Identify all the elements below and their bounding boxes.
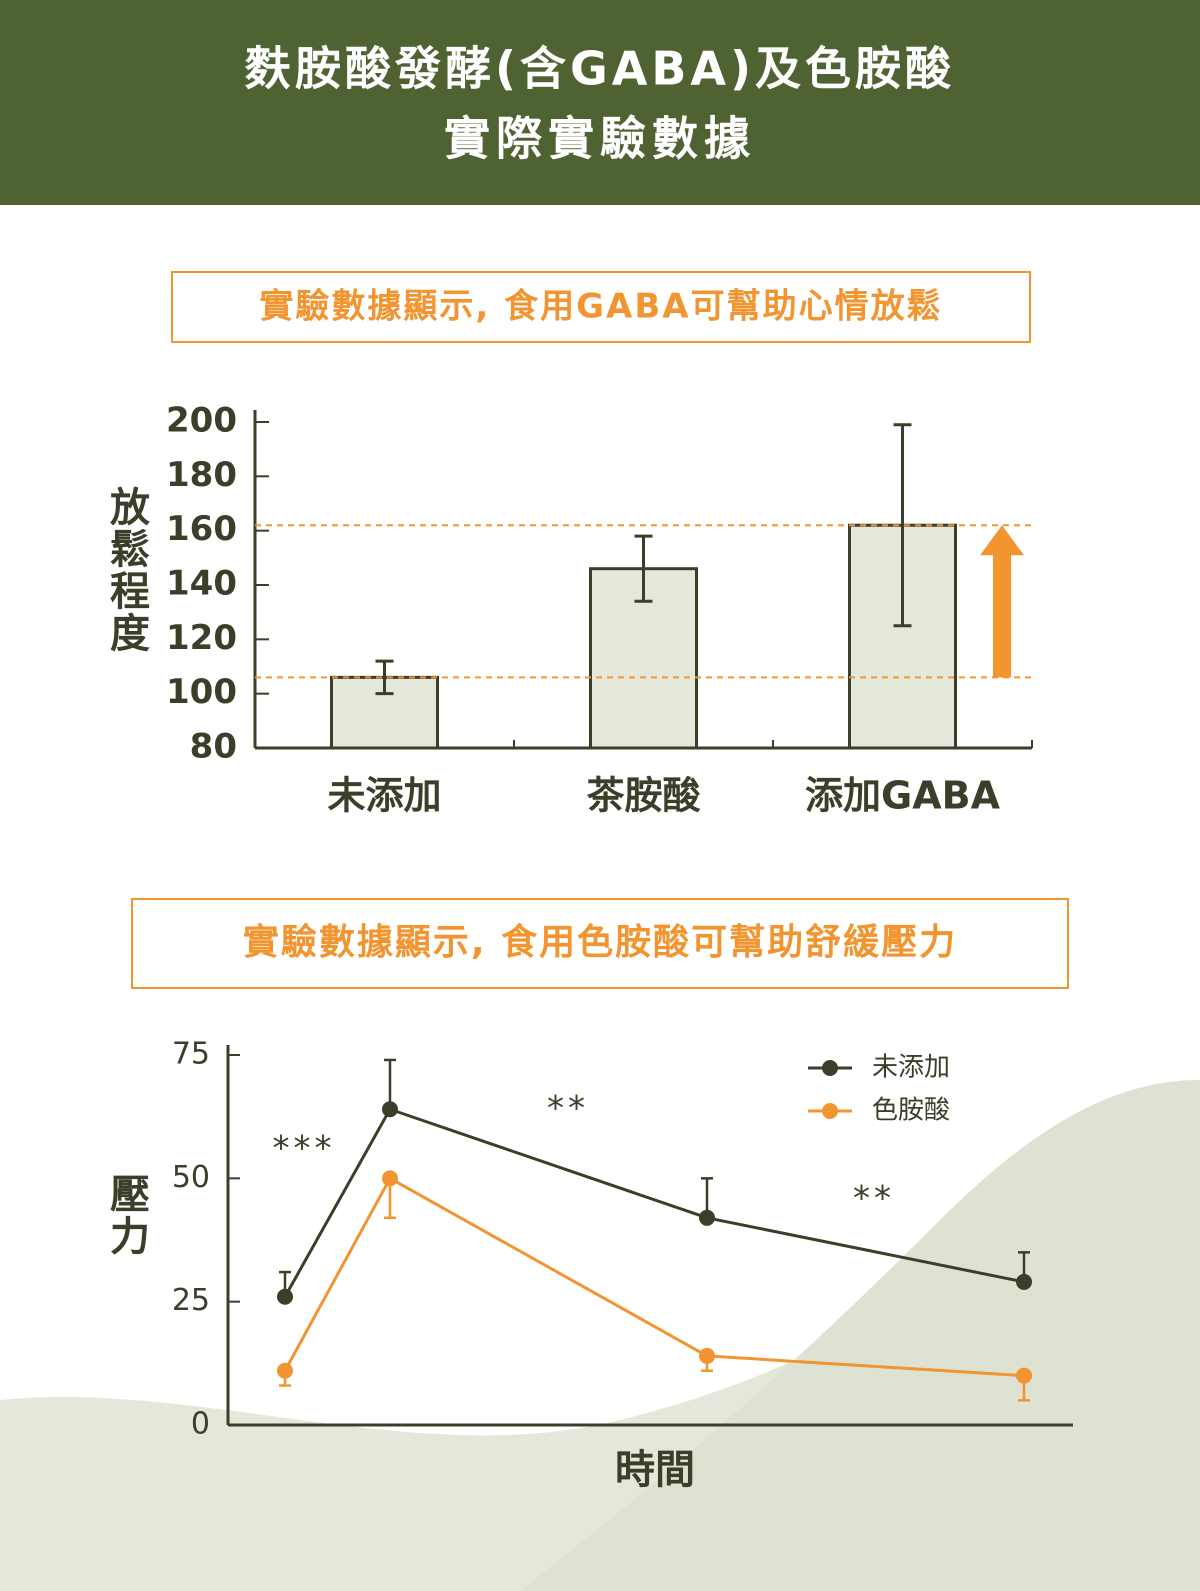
- significance-label: ***: [273, 1129, 336, 1169]
- chart-title: 實驗數據顯示, 食用GABA可幫助心情放鬆: [259, 287, 942, 327]
- increase-arrow: [980, 525, 1024, 678]
- data-point: [382, 1170, 398, 1187]
- series-line: [283, 1107, 1025, 1298]
- page-title: 麩胺酸發酵(含GABA)及色胺酸: [244, 42, 955, 96]
- legend-marker: [822, 1060, 838, 1076]
- x-tick-label: 添加GABA: [805, 774, 1001, 818]
- x-tick-label: 未添加: [327, 774, 441, 818]
- y-tick-label: 160: [166, 509, 237, 549]
- y-axis-label: 壓力: [103, 1173, 150, 1257]
- subtitle-box: [131, 898, 1069, 989]
- data-point: [1016, 1273, 1032, 1290]
- chart-title: 實驗數據顯示, 食用色胺酸可幫助舒緩壓力: [243, 921, 957, 963]
- y-tick-label: 25: [172, 1283, 210, 1318]
- data-point: [277, 1362, 293, 1379]
- y-tick-label: 180: [166, 455, 237, 495]
- legend-marker: [822, 1103, 838, 1119]
- legend-label: 色胺酸: [872, 1096, 950, 1126]
- data-point: [1016, 1367, 1032, 1384]
- y-tick-label: 80: [190, 727, 237, 767]
- y-tick-label: 120: [166, 618, 237, 658]
- page-title: 實際實驗數據: [444, 112, 756, 166]
- data-point: [699, 1347, 715, 1364]
- significance-label: **: [853, 1179, 895, 1219]
- data-point: [277, 1288, 293, 1305]
- y-tick-label: 50: [172, 1160, 210, 1195]
- y-tick-label: 140: [166, 564, 237, 604]
- y-tick-label: 100: [166, 672, 237, 712]
- x-tick-label: 茶胺酸: [586, 774, 701, 818]
- y-tick-label: 75: [172, 1037, 210, 1072]
- data-point: [699, 1209, 715, 1226]
- y-tick-label: 200: [166, 401, 237, 441]
- series-line: [283, 1176, 1025, 1378]
- y-axis-label: 放鬆程度: [103, 486, 150, 654]
- subtitle-box: [171, 271, 1031, 343]
- significance-label: **: [547, 1089, 589, 1129]
- header: [0, 0, 1200, 205]
- background-wave: [520, 1080, 1200, 1591]
- legend-label: 未添加: [872, 1053, 950, 1083]
- data-point: [382, 1101, 398, 1118]
- y-tick-label: 0: [191, 1407, 210, 1442]
- x-axis-label: 時間: [615, 1447, 695, 1493]
